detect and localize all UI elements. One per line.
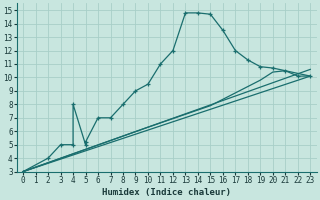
X-axis label: Humidex (Indice chaleur): Humidex (Indice chaleur) — [102, 188, 231, 197]
